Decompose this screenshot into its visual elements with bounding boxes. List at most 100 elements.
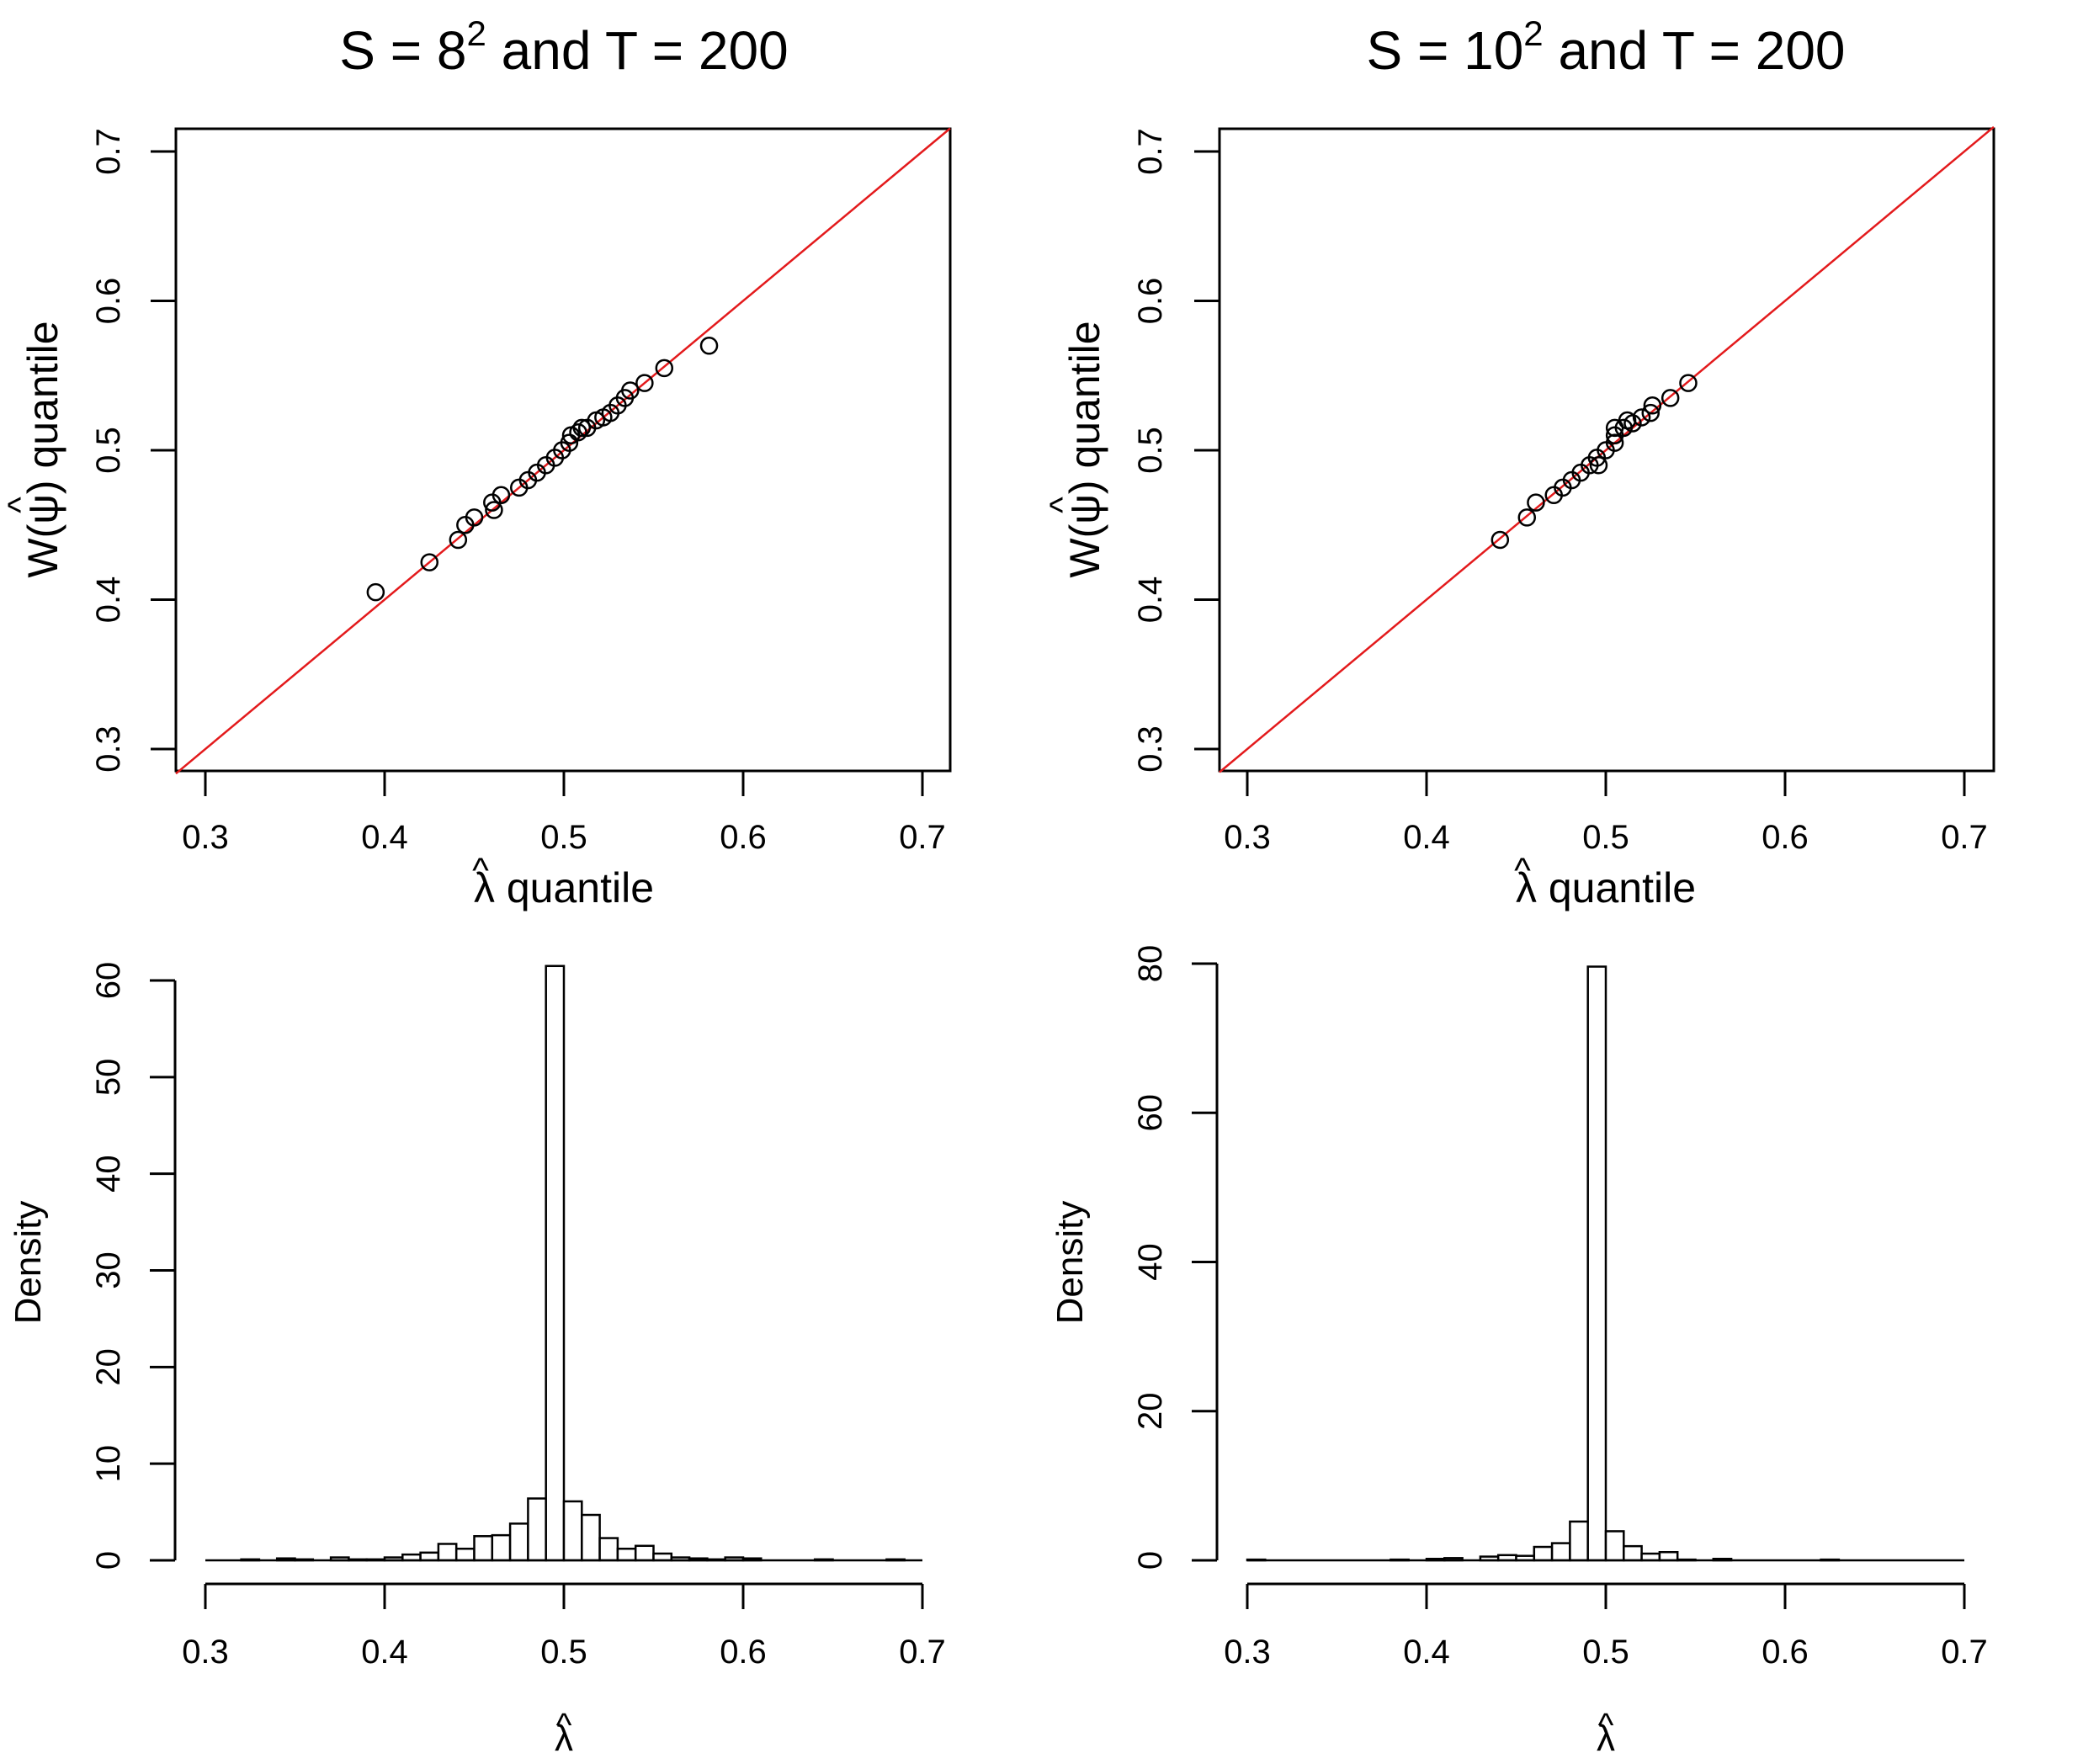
qq-s10-point bbox=[1643, 396, 1662, 415]
hist-s8-x-tick-label: 0.5 bbox=[540, 1634, 587, 1671]
psi-hat-symbol: ψ bbox=[19, 494, 66, 524]
hist-s8-y-tick-label: 0 bbox=[90, 1551, 127, 1570]
qq-s8-x-axis: 0.3 0.4 0.5 0.6 0.7 bbox=[182, 769, 946, 856]
hist-s10-bars bbox=[1246, 965, 1964, 1562]
hist-s8-x-axis: 0.3 0.4 0.5 0.6 0.7 bbox=[182, 1582, 946, 1671]
hist-s8-bar bbox=[598, 1537, 619, 1562]
qq-s10-y-label-group: W(ψ) quantile ^ bbox=[1042, 321, 1108, 577]
hist-s10-y-tick-label: 0 bbox=[1132, 1551, 1169, 1570]
qq-s8-point bbox=[449, 530, 468, 550]
qq-s10-y-label-hat: ^ bbox=[1042, 497, 1081, 513]
lambda-hat-symbol: λ bbox=[474, 864, 495, 911]
qq-s8-y-tick-label: 0.5 bbox=[90, 427, 127, 474]
qq-s10-point bbox=[1632, 408, 1651, 427]
qq-s10-x-tick-label: 0.6 bbox=[1762, 819, 1809, 856]
qq-s8-y-label: W(ψ) quantile bbox=[19, 321, 66, 577]
hist-s8-bar bbox=[437, 1543, 458, 1562]
qq-s8-y-axis: 0.3 0.4 0.5 0.6 0.7 bbox=[90, 128, 176, 773]
qq-s8-point bbox=[572, 418, 592, 438]
qq-s10-y-label: W(ψ) quantile bbox=[1061, 321, 1108, 577]
qq-s8-point bbox=[492, 486, 511, 504]
qq-s8-y-tick-label: 0.7 bbox=[90, 128, 127, 175]
qq-s8-x-tick-label: 0.3 bbox=[182, 819, 229, 856]
qq-s8-point bbox=[699, 337, 719, 355]
qq-s8-point bbox=[485, 501, 503, 519]
hist-s10-y-tick-label: 60 bbox=[1132, 1094, 1169, 1132]
qq-s10-point bbox=[1679, 374, 1698, 392]
hist-s10-x-label-hat: ^ bbox=[1598, 1707, 1614, 1744]
hist-s8-bar bbox=[562, 1500, 583, 1562]
qq-s8-x-label-hat: ^ bbox=[472, 850, 489, 890]
panel-hist-s8: 0.3 0.4 0.5 0.6 0.7 0 10 20 30 40 50 60 ^ λ Densit… bbox=[8, 962, 946, 1759]
hist-s10-y-axis: 0 20 40 60 80 bbox=[1132, 945, 1219, 1570]
hist-s8-x-tick-label: 0.7 bbox=[899, 1634, 946, 1671]
qq-s8-point bbox=[560, 433, 579, 452]
qq-s8-x-label: λ quantile bbox=[474, 864, 654, 911]
qq-s10-points bbox=[1491, 374, 1698, 550]
hist-s8-y-axis: 0 10 20 30 40 50 60 bbox=[90, 962, 177, 1570]
hist-s8-y-tick-label: 50 bbox=[90, 1059, 127, 1097]
hist-s8-bar bbox=[454, 1547, 476, 1562]
qq-s10-point bbox=[1661, 389, 1680, 407]
hist-s10-y-tick-label: 80 bbox=[1132, 945, 1169, 983]
qq-s8-y-tick-label: 0.3 bbox=[90, 725, 127, 773]
panel-hist-s10: 0.3 0.4 0.5 0.6 0.7 0 20 40 60 80 ^ λ Density bbox=[1049, 945, 1988, 1759]
qq-s10-point bbox=[1527, 493, 1545, 512]
qq-s10-point bbox=[1589, 456, 1608, 475]
qq-s8-y-label-group: W(ψ) quantile ^ bbox=[0, 321, 66, 577]
qq-s10-y-tick-label: 0.4 bbox=[1132, 576, 1169, 624]
hist-s8-y-tick-label: 10 bbox=[90, 1445, 127, 1483]
qq-s8-point bbox=[465, 508, 484, 527]
hist-s8-y-label: Density bbox=[8, 1201, 49, 1325]
qq-s10-point bbox=[1623, 414, 1642, 433]
hist-s8-bar bbox=[616, 1547, 637, 1562]
hist-s8-x-tick-label: 0.4 bbox=[361, 1634, 408, 1671]
hist-s10-y-label: Density bbox=[1049, 1201, 1091, 1325]
hist-s8-bar bbox=[545, 964, 566, 1562]
qq-s10-y-tick-label: 0.5 bbox=[1132, 427, 1169, 474]
hist-s8-bar bbox=[581, 1513, 601, 1562]
hist-s10-y-tick-label: 20 bbox=[1132, 1393, 1169, 1431]
qq-s10-point bbox=[1491, 530, 1510, 550]
hist-s10-bar bbox=[1569, 1520, 1589, 1562]
qq-s10-x-tick-label: 0.3 bbox=[1224, 819, 1271, 856]
hist-s10-x-axis: 0.3 0.4 0.5 0.6 0.7 bbox=[1224, 1582, 1988, 1671]
hist-s10-bar bbox=[1658, 1551, 1679, 1562]
qq-s10-x-tick-label: 0.4 bbox=[1403, 819, 1450, 856]
hist-s8-x-label: λ bbox=[555, 1718, 573, 1759]
qq-s10-x-label-hat: ^ bbox=[1514, 850, 1531, 890]
hist-s8-bar bbox=[491, 1533, 512, 1562]
qq-s8-point bbox=[635, 374, 654, 392]
lambda-hat-symbol: λ bbox=[1516, 864, 1537, 911]
hist-s8-y-tick-label: 30 bbox=[90, 1251, 127, 1289]
qq-s10-title: S = 102 and T = 200 bbox=[1366, 13, 1845, 81]
hist-s8-y-tick-label: 40 bbox=[90, 1155, 127, 1193]
hist-s10-x-label: λ bbox=[1597, 1718, 1615, 1759]
hist-s8-x-tick-label: 0.3 bbox=[182, 1634, 229, 1671]
qq-s10-x-label: λ quantile bbox=[1516, 864, 1696, 911]
qq-s8-x-tick-label: 0.6 bbox=[720, 819, 767, 856]
qq-s8-y-tick-label: 0.6 bbox=[90, 278, 127, 325]
hist-s10-x-tick-label: 0.6 bbox=[1762, 1634, 1809, 1671]
hist-s10-bar bbox=[1586, 965, 1607, 1562]
hist-s10-x-tick-label: 0.3 bbox=[1224, 1634, 1271, 1671]
hist-s10-x-tick-label: 0.5 bbox=[1582, 1634, 1629, 1671]
qq-s10-y-tick-label: 0.6 bbox=[1132, 278, 1169, 325]
hist-s8-bars bbox=[205, 964, 922, 1562]
hist-s8-bar bbox=[473, 1535, 494, 1562]
hist-s8-bar bbox=[508, 1522, 529, 1562]
hist-s10-bar bbox=[1604, 1530, 1625, 1562]
qq-s10-y-tick-label: 0.7 bbox=[1132, 128, 1169, 175]
qq-s8-point bbox=[569, 422, 587, 442]
qq-s8-x-tick-label: 0.4 bbox=[361, 819, 408, 856]
qq-s8-point bbox=[366, 582, 385, 602]
qq-s10-point bbox=[1517, 508, 1537, 527]
hist-s8-x-tick-label: 0.6 bbox=[720, 1634, 767, 1671]
qq-s8-y-tick-label: 0.4 bbox=[90, 576, 127, 624]
hist-s8-bar bbox=[634, 1544, 655, 1562]
qq-s8-x-tick-label: 0.5 bbox=[540, 819, 587, 856]
qq-s10-x-tick-label: 0.5 bbox=[1582, 819, 1629, 856]
qq-s10-point bbox=[1641, 403, 1660, 422]
qq-s8-point bbox=[420, 553, 438, 571]
